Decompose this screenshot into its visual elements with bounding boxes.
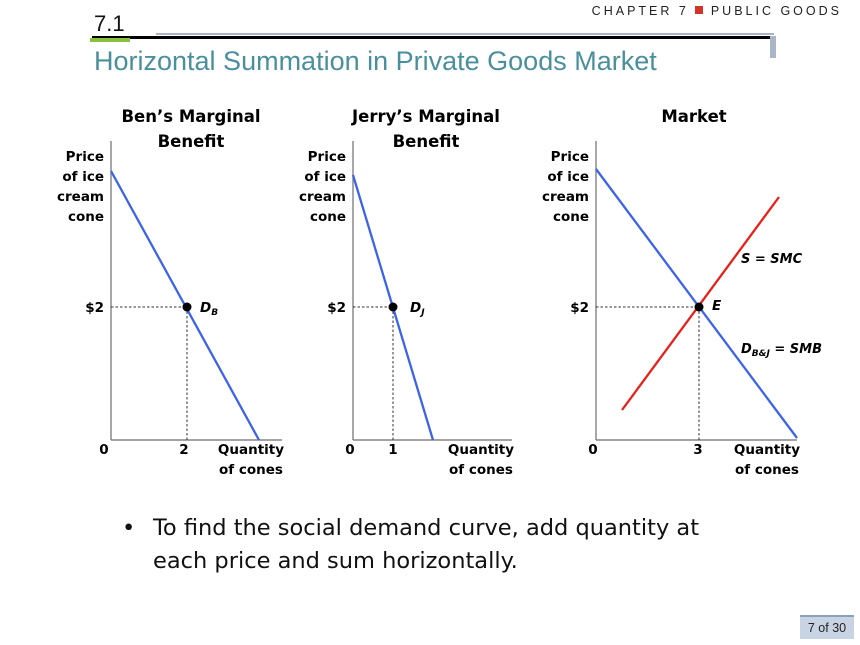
header-rule-light	[156, 33, 774, 35]
market-xlabel-2: of cones	[735, 462, 799, 478]
section-number: 7.1	[94, 11, 125, 36]
jerry-title-line2: Benefit	[393, 132, 460, 151]
ben-xlabel-2: of cones	[219, 462, 283, 478]
market-xlabel-1: Quantity	[734, 442, 800, 458]
market-ylabel-1: Price	[551, 149, 589, 165]
jerry-xlabel-1: Quantity	[448, 442, 514, 458]
ben-quantity-tick: 2	[179, 442, 188, 458]
bullet-text: To find the social demand curve, add qua…	[153, 515, 700, 574]
section-label: PUBLIC GOODS	[710, 4, 842, 18]
ben-ylabel-2: of ice	[62, 169, 104, 185]
jerry-quantity-tick: 1	[388, 442, 397, 458]
ben-xlabel-1: Quantity	[218, 442, 284, 458]
market-ylabel-3: cream	[542, 189, 589, 205]
ben-demand-label: DB	[200, 300, 218, 318]
jerry-ylabel-3: cream	[299, 189, 346, 205]
section-number-underline	[90, 38, 130, 42]
jerry-ylabel-4: cone	[310, 209, 346, 225]
market-ylabel-4: cone	[553, 209, 589, 225]
ben-title-line1: Ben’s Marginal	[121, 107, 260, 126]
chapter-label: CHAPTER 7	[591, 4, 689, 18]
header-rule	[92, 36, 774, 39]
ben-title-line2: Benefit	[158, 132, 225, 151]
ben-point	[182, 302, 192, 312]
market-panel: Market Price of ice cream cone $2 E S = …	[542, 107, 822, 478]
ben-panel: Ben’s Marginal Benefit Price of ice crea…	[57, 107, 284, 478]
market-ylabel-2: of ice	[547, 169, 589, 185]
page-counter: 7 of 30	[800, 615, 854, 639]
equilibrium-point	[694, 302, 704, 312]
market-title: Market	[661, 107, 726, 126]
header-tab-mark	[770, 36, 776, 58]
market-origin: 0	[588, 442, 597, 458]
market-demand-label: DB&J = SMB	[741, 342, 822, 359]
ben-price-tick: $2	[85, 300, 104, 316]
jerry-xlabel-2: of cones	[449, 462, 513, 478]
jerry-demand-label: DJ	[410, 300, 425, 318]
market-quantity-tick: 3	[693, 442, 702, 458]
jerry-panel: Jerry’s Marginal Benefit Price of ice cr…	[299, 107, 514, 478]
equilibrium-label: E	[712, 298, 722, 314]
ben-ylabel-1: Price	[66, 149, 104, 165]
jerry-price-tick: $2	[327, 300, 346, 316]
jerry-ylabel-2: of ice	[304, 169, 346, 185]
chapter-header: CHAPTER 7 PUBLIC GOODS	[592, 4, 842, 18]
ben-ylabel-3: cream	[57, 189, 104, 205]
market-price-tick: $2	[570, 300, 589, 316]
square-icon	[694, 6, 703, 14]
jerry-point	[388, 302, 398, 312]
jerry-origin: 0	[345, 442, 354, 458]
ben-ylabel-4: cone	[68, 209, 104, 225]
bullet-icon: •	[122, 515, 136, 541]
ben-origin: 0	[99, 442, 108, 458]
jerry-title-line1: Jerry’s Marginal	[351, 107, 500, 126]
supply-label: S = SMC	[741, 252, 803, 267]
slide-title: Horizontal Summation in Private Goods Ma…	[94, 46, 657, 76]
jerry-ylabel-1: Price	[308, 149, 346, 165]
